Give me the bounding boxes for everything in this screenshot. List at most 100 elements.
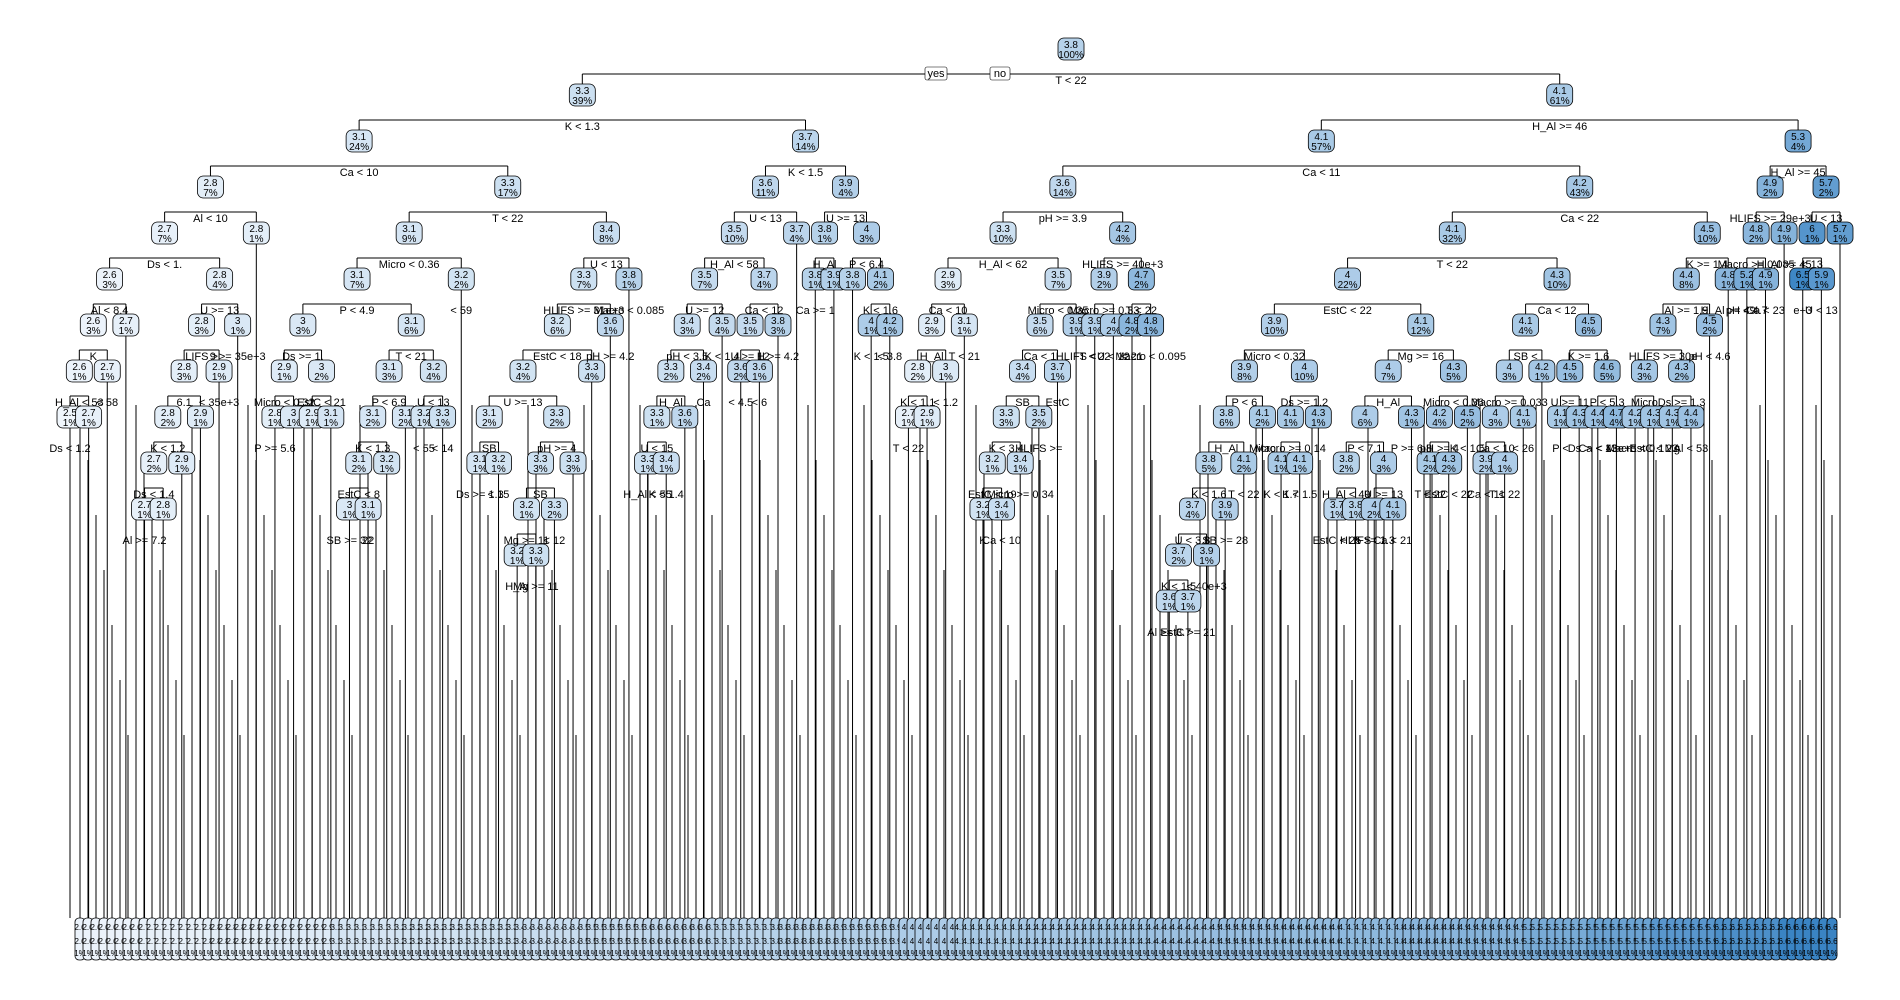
split-rule-label: T < 22 xyxy=(1126,305,1157,317)
node-percent: 1% xyxy=(827,280,842,291)
split-rule-label: U < 13 xyxy=(1810,213,1843,225)
split-rule-label: Al >= 7.2 xyxy=(123,535,167,547)
tree-node: 4.41% xyxy=(1677,405,1705,429)
tree-node: 3.33% xyxy=(559,451,587,475)
terminal-leaf-percent: 1% xyxy=(1826,949,1838,958)
tree-edges xyxy=(69,73,1841,590)
split-rule-label: K < 1.1 xyxy=(900,397,935,409)
tree-node: 5.91% xyxy=(1807,267,1835,291)
node-percent: 2% xyxy=(161,418,176,429)
node-value: 3.1 xyxy=(366,408,380,419)
split-rule-label: SB xyxy=(482,443,497,455)
node-box xyxy=(1260,313,1288,337)
node-value: 3.3 xyxy=(547,500,561,511)
node-percent: 3% xyxy=(1637,372,1652,383)
node-value: 3.1 xyxy=(482,408,496,419)
node-percent: 4% xyxy=(838,188,853,199)
node-box xyxy=(96,267,123,291)
split-rule-label: U < 15 xyxy=(641,443,674,455)
split-rule-label: K < 1.5 xyxy=(1282,489,1317,501)
node-percent: 1% xyxy=(1283,418,1298,429)
node-value: 3.2 xyxy=(426,362,440,373)
terminal-leaf-value: 4 xyxy=(926,937,931,946)
node-percent: 9% xyxy=(402,234,417,245)
split-rule-label: < 21 xyxy=(1121,351,1143,363)
node-percent: 4% xyxy=(212,280,227,291)
node-value: 2.9 xyxy=(193,408,207,419)
node-percent: 2% xyxy=(314,372,329,383)
tree-node: 3.86% xyxy=(1212,405,1240,429)
node-value: 3.4 xyxy=(659,454,673,465)
split-rule-label: Al < 8.4 xyxy=(91,305,129,317)
split-rule-label: K < 1.3 xyxy=(355,443,390,455)
node-value: 3.1 xyxy=(350,270,364,281)
node-box xyxy=(615,267,643,291)
node-box xyxy=(904,359,932,383)
tree-node: 4.48% xyxy=(1672,267,1700,291)
split-rule-label: H_Al < 49 xyxy=(1322,489,1371,501)
node-percent: 1% xyxy=(1050,372,1065,383)
node-percent: 1% xyxy=(1796,280,1811,291)
node-percent: 1% xyxy=(1218,510,1233,521)
node-value: 2.9 xyxy=(305,408,319,419)
split-rule-label: Micro < 0.32 xyxy=(254,397,315,409)
node-percent: 3% xyxy=(941,280,956,291)
node-box xyxy=(1137,313,1165,337)
split-rule-label: P < 6.4 xyxy=(849,259,884,271)
tree-node: 3.48% xyxy=(592,221,620,245)
node-box xyxy=(988,497,1015,521)
node-value: 3.6 xyxy=(1056,178,1070,189)
split-rule-label: P < xyxy=(1552,443,1569,455)
node-percent: 1% xyxy=(1740,280,1755,291)
split-rule-label: P < 7.1 xyxy=(1347,443,1382,455)
tree-node: 41% xyxy=(1491,451,1519,475)
node-value: 4.8 xyxy=(1125,316,1139,327)
node-box xyxy=(1195,451,1223,475)
node-percent: 22% xyxy=(1338,280,1358,291)
node-percent: 1% xyxy=(1591,418,1606,429)
node-percent: 1% xyxy=(305,418,320,429)
tree-node: 4.23% xyxy=(1630,359,1658,383)
node-box xyxy=(1044,359,1071,383)
node-box xyxy=(671,405,699,429)
node-value: 3.7 xyxy=(1181,592,1195,603)
tree-node: 3.33% xyxy=(527,451,554,475)
split-rule-label: Mg >= 11 xyxy=(513,581,559,593)
split-rule-label: H_Al xyxy=(1376,397,1400,409)
node-value: 2.5 xyxy=(63,408,77,419)
node-value: 3.3 xyxy=(501,178,515,189)
node-percent: 17% xyxy=(498,188,518,199)
node-percent: 2% xyxy=(734,372,749,383)
node-percent: 2% xyxy=(1032,418,1047,429)
node-box xyxy=(570,267,598,291)
node-percent: 1% xyxy=(603,326,618,337)
node-value: 2.9 xyxy=(941,270,955,281)
tree-node: 3.611% xyxy=(752,175,779,199)
tree-node: 4.11% xyxy=(1276,405,1304,429)
node-value: 2.9 xyxy=(920,408,934,419)
node-percent: 6% xyxy=(1581,326,1596,337)
split-rule-label: < 14 xyxy=(432,443,454,455)
node-value: 3.6 xyxy=(734,362,748,373)
node-value: 2.8 xyxy=(911,362,925,373)
split-rule-label: LIFS > xyxy=(185,351,218,363)
node-percent: 4% xyxy=(516,372,531,383)
node-value: 3.3 xyxy=(436,408,450,419)
node-box xyxy=(867,267,894,291)
node-percent: 2% xyxy=(1423,464,1438,475)
split-rule-label: HLIFS < xyxy=(1056,351,1097,363)
node-value: 3.3 xyxy=(550,408,564,419)
node-box xyxy=(308,359,335,383)
tree-node: 3.21% xyxy=(513,497,540,521)
yes-label: yes xyxy=(927,68,945,80)
node-value: 3.8 xyxy=(622,270,636,281)
tree-node: 3.83% xyxy=(764,313,792,337)
node-box xyxy=(375,359,403,383)
node-percent: 1% xyxy=(817,234,832,245)
node-percent: 12% xyxy=(1411,326,1431,337)
node-percent: 2% xyxy=(1442,464,1457,475)
node-percent: 2% xyxy=(547,510,562,521)
split-rule-label: Ca < 10 xyxy=(982,535,1021,547)
node-value: 3.2 xyxy=(492,454,506,465)
node-value: 4.8 xyxy=(1144,316,1158,327)
